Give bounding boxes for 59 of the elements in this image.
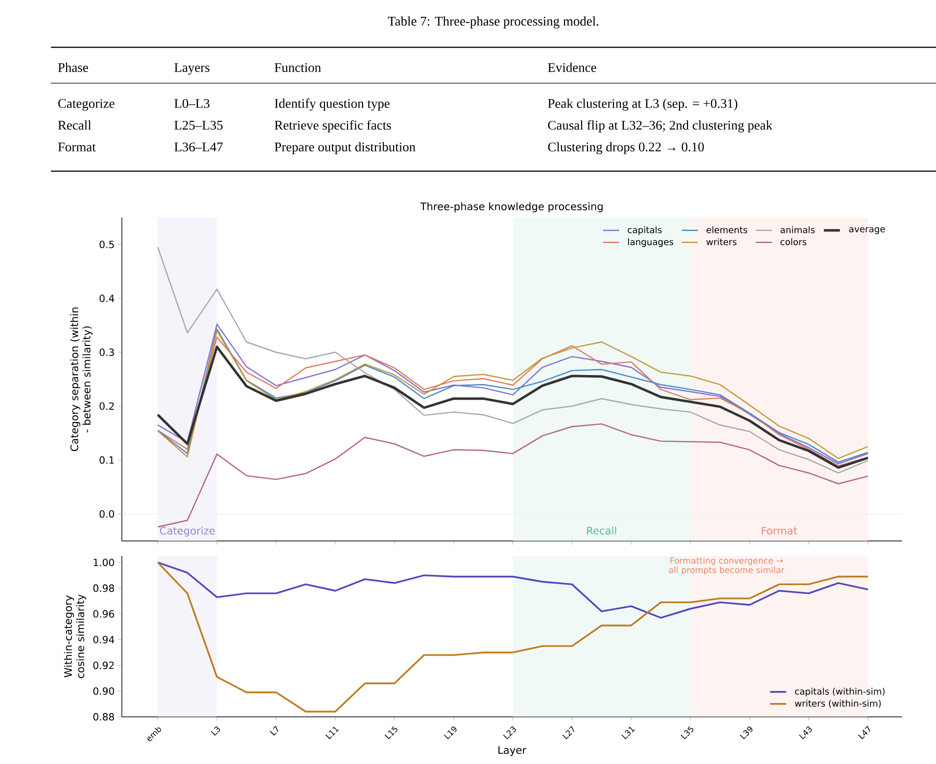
y-tick-label: 0.2 bbox=[100, 402, 114, 410]
line-series bbox=[157, 246, 869, 474]
x-tick-label: L39 bbox=[740, 726, 752, 740]
y-axis-title: Category separation (within - between similarity) bbox=[70, 308, 93, 452]
x-tick-label: L15 bbox=[384, 726, 398, 740]
legend-label: capitals bbox=[628, 226, 662, 235]
x-tick-label: L43 bbox=[799, 726, 812, 740]
x-tick-label: L31 bbox=[621, 726, 635, 740]
legend-label: writers (within-sim) bbox=[794, 700, 881, 708]
x-tick-label: L19 bbox=[444, 726, 457, 740]
text: Clustering drops 0.22 → 0.10 bbox=[548, 142, 704, 154]
annotation: Formatting convergence → all prompts become similar bbox=[668, 557, 784, 575]
y-tick-label: 0.90 bbox=[93, 687, 114, 695]
x-tick-label: L7 bbox=[270, 726, 278, 736]
text: L0–L3 bbox=[174, 99, 210, 108]
category-label: Function bbox=[274, 63, 321, 72]
legend-label: writers bbox=[706, 238, 736, 246]
legend-label: elements bbox=[706, 226, 748, 234]
legend-label: average bbox=[849, 227, 885, 234]
legend-label: languages bbox=[628, 238, 674, 247]
y-tick-label: 0.94 bbox=[93, 636, 114, 644]
text: Format bbox=[58, 142, 96, 152]
band-label: Format bbox=[762, 526, 798, 535]
y-tick-label: 1.00 bbox=[94, 558, 114, 566]
x-tick-label: L23 bbox=[503, 726, 516, 740]
category-label: Phase bbox=[58, 62, 88, 72]
category-label: Evidence bbox=[548, 62, 596, 72]
text: Recall bbox=[58, 120, 92, 130]
x-tick-label: L27 bbox=[562, 726, 574, 740]
text: L36–L47 bbox=[174, 142, 223, 152]
band-label: Categorize bbox=[160, 526, 215, 537]
text: L25–L35 bbox=[174, 120, 223, 130]
y-tick-label: 0.1 bbox=[100, 456, 114, 464]
y-tick-label: 0.96 bbox=[93, 610, 114, 618]
legend-label: animals bbox=[780, 226, 815, 234]
y-tick-label: 0.0 bbox=[100, 510, 114, 518]
band-label: Recall bbox=[587, 526, 616, 535]
text: Peak clustering at L3 (sep. = +0.31) bbox=[548, 98, 738, 111]
y-tick-label: 0.5 bbox=[100, 240, 114, 248]
text: Prepare output distribution bbox=[274, 142, 416, 154]
x-tick-label: L35 bbox=[680, 726, 694, 740]
y-tick-label: 0.4 bbox=[100, 294, 114, 302]
y-axis-title: Within-category cosine similarity bbox=[64, 594, 86, 678]
x-tick-label: L11 bbox=[325, 726, 339, 740]
chart-title: Three-phase knowledge processing bbox=[420, 202, 603, 212]
y-tick-label: 0.3 bbox=[100, 348, 114, 356]
x-tick-label: L3 bbox=[210, 726, 220, 736]
y-tick-label: 0.88 bbox=[93, 713, 114, 720]
legend-label: colors bbox=[780, 238, 806, 246]
legend-label: capitals (within-sim) bbox=[795, 688, 885, 696]
text: Categorize bbox=[58, 99, 114, 111]
text: Retrieve specific facts bbox=[274, 120, 391, 132]
text: Causal flip at L32–36; 2nd clustering peak bbox=[548, 120, 772, 132]
y-tick-label: 0.98 bbox=[93, 584, 114, 592]
text: Identify question type bbox=[274, 98, 390, 111]
x-axis-title: Layer bbox=[498, 746, 526, 756]
text: Table 7: Three-phase processing model. bbox=[388, 16, 598, 28]
category-label: Layers bbox=[174, 63, 210, 75]
y-tick-label: 0.92 bbox=[93, 662, 114, 670]
